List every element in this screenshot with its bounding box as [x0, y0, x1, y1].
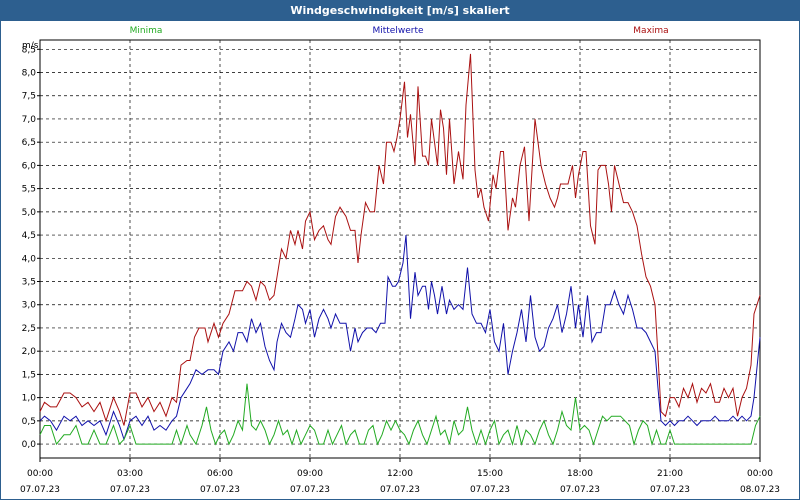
x-tick-date-label: 07.07.23: [470, 485, 510, 495]
series-line-minima: [39, 383, 761, 446]
legend: Minima Mittelwerte Maxima: [130, 26, 669, 36]
x-tick-date-label: 07.07.23: [560, 485, 600, 495]
y-tick-label: 7,0: [22, 115, 37, 125]
y-tick-label: 6,0: [22, 161, 37, 171]
legend-minima: Minima: [130, 26, 163, 36]
y-tick-label: 2,0: [22, 347, 37, 357]
x-tick-time-label: 03:00: [117, 469, 143, 479]
y-tick-label: 4,0: [22, 254, 37, 264]
x-tick-time-label: 00:00: [27, 469, 53, 479]
y-tick-label: 3,0: [22, 301, 37, 311]
y-tick-label: 4,5: [22, 231, 36, 241]
y-tick-label: 1,0: [22, 394, 37, 404]
x-tick-time-label: 21:00: [657, 469, 683, 479]
x-tick-date-label: 07.07.23: [290, 485, 330, 495]
legend-mittelwerte: Mittelwerte: [372, 26, 423, 36]
x-tick-date-label: 07.07.23: [110, 485, 150, 495]
grid: [40, 40, 760, 458]
y-tick-label: 2,5: [22, 324, 36, 334]
x-tick-time-label: 12:00: [387, 469, 413, 479]
y-tick-label: 8,5: [22, 45, 36, 55]
x-tick-time-label: 18:00: [567, 469, 593, 479]
series-layer: [39, 53, 761, 446]
series-line-maxima: [39, 53, 761, 426]
y-tick-label: 0,5: [22, 417, 36, 427]
window-title: Windgeschwindigkeit [m/s] skaliert: [1, 1, 799, 21]
x-tick-time-label: 09:00: [297, 469, 323, 479]
x-tick-date-label: 08.07.23: [740, 485, 780, 495]
x-tick-date-label: 07.07.23: [20, 485, 60, 495]
y-tick-label: 0,0: [22, 440, 37, 450]
x-tick-date-label: 07.07.23: [380, 485, 420, 495]
legend-maxima: Maxima: [633, 26, 668, 36]
x-tick-time-label: 00:00: [747, 469, 773, 479]
y-tick-label: 6,5: [22, 138, 36, 148]
series-line-mittelwerte: [39, 235, 761, 442]
y-tick-label: 8,0: [22, 69, 37, 79]
x-tick-date-label: 07.07.23: [200, 485, 240, 495]
y-tick-label: 5,5: [22, 185, 36, 195]
axes: 0,0 0,5 1,0 1,5 2,0 2,5 3,0 3,5 4,0 4,5 5,0 5,5 6,0 6…: [20, 45, 780, 495]
y-axis-unit-label: m/s: [22, 41, 39, 51]
x-tick-time-label: 15:00: [477, 469, 503, 479]
y-tick-label: 1,5: [22, 370, 36, 380]
y-tick-label: 7,5: [22, 92, 36, 102]
y-tick-label: 5,0: [22, 208, 37, 218]
y-tick-label: 3,5: [22, 278, 36, 288]
x-tick-date-label: 07.07.23: [650, 485, 690, 495]
x-tick-time-label: 06:00: [207, 469, 233, 479]
